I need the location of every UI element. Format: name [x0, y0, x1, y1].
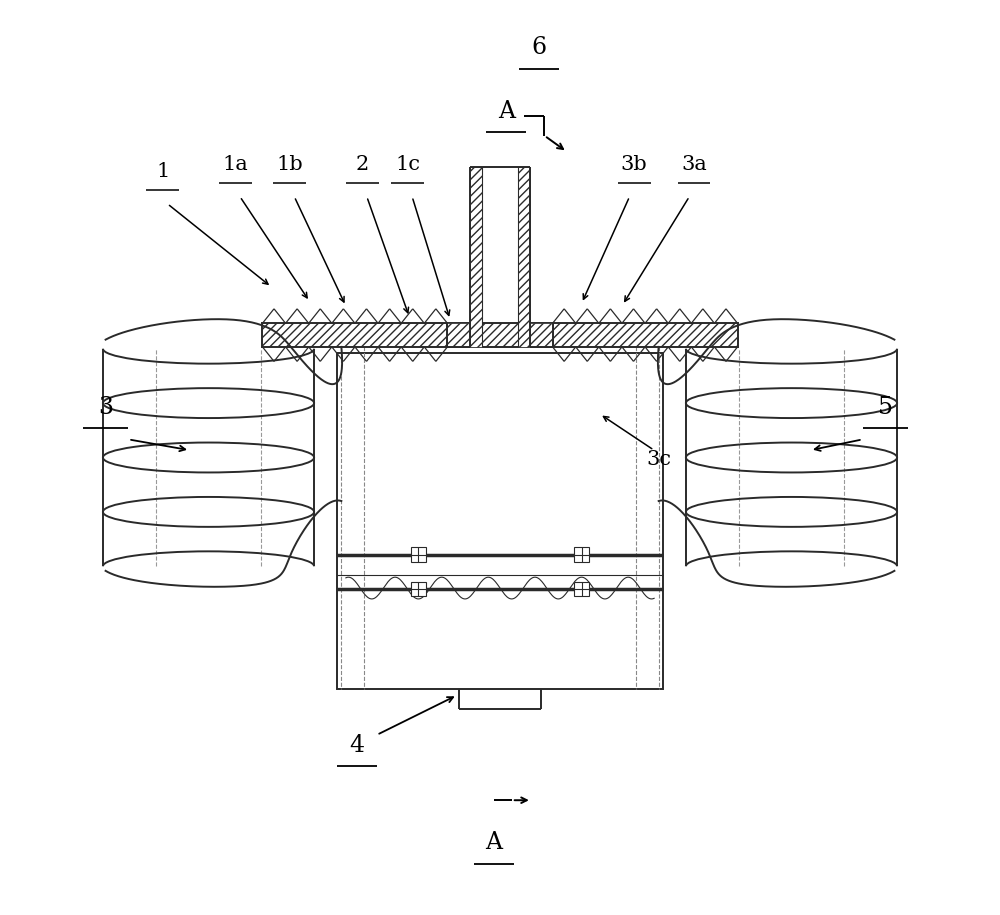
Text: 4: 4: [349, 735, 364, 758]
Text: A: A: [498, 100, 515, 123]
Text: 1: 1: [156, 162, 169, 181]
Text: 3c: 3c: [646, 450, 671, 468]
Bar: [574, 547, 589, 562]
Text: 1b: 1b: [276, 156, 303, 174]
Text: 6: 6: [531, 37, 547, 59]
Text: 3b: 3b: [621, 156, 647, 174]
Text: 2: 2: [356, 156, 369, 174]
Text: 3a: 3a: [681, 156, 707, 174]
Text: A: A: [485, 832, 502, 855]
Text: 3: 3: [98, 396, 113, 419]
Text: 5: 5: [878, 396, 893, 419]
Bar: [262, 323, 738, 347]
Bar: [411, 547, 426, 562]
Bar: [337, 353, 663, 689]
Text: 1a: 1a: [222, 156, 248, 174]
Text: 1c: 1c: [395, 156, 420, 174]
Bar: [447, 323, 470, 347]
Bar: [574, 582, 589, 597]
Bar: [470, 167, 482, 347]
Bar: [518, 167, 530, 347]
Bar: [530, 323, 553, 347]
Bar: [411, 582, 426, 597]
